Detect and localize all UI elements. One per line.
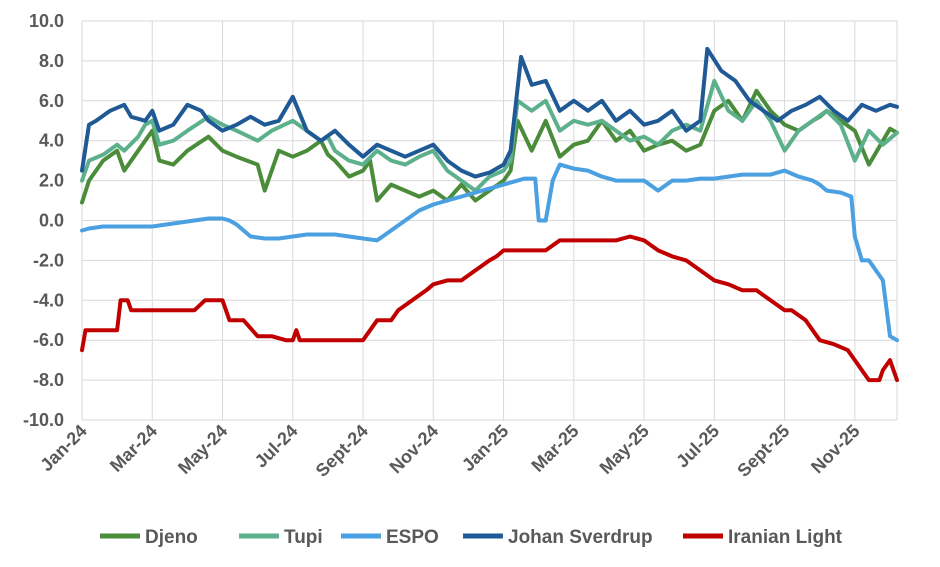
series-lines bbox=[80, 46, 899, 383]
x-tick-label: Mar-25 bbox=[527, 421, 582, 476]
y-tick-label: 10.0 bbox=[29, 11, 64, 31]
x-tick-label: May-25 bbox=[596, 421, 653, 478]
y-tick-label: 0.0 bbox=[39, 211, 64, 231]
x-tick-label: Nov-24 bbox=[386, 421, 443, 478]
legend-label: ESPO bbox=[386, 527, 439, 548]
x-tick-label: Sept-25 bbox=[733, 421, 793, 481]
x-tick-label: Nov-25 bbox=[807, 421, 864, 478]
x-tick-label: Jul-24 bbox=[251, 421, 302, 472]
series-line-espo bbox=[80, 162, 899, 343]
series-line-johan-sverdrup bbox=[80, 46, 899, 179]
legend-label: Iranian Light bbox=[728, 527, 843, 548]
legend-label: Tupi bbox=[284, 527, 323, 548]
x-tick-label: Jan-25 bbox=[458, 421, 512, 475]
y-tick-label: 2.0 bbox=[39, 171, 64, 191]
y-tick-label: -10.0 bbox=[23, 410, 64, 430]
x-tick-label: May-24 bbox=[174, 421, 231, 478]
legend-label: Johan Sverdrup bbox=[508, 527, 653, 548]
y-tick-label: -6.0 bbox=[33, 330, 64, 350]
x-axis-ticks: Jan-24 Mar-24 May-24 Jul-24 Sept-24 Nov-24 Jan… bbox=[36, 421, 863, 481]
y-tick-label: 4.0 bbox=[39, 131, 64, 151]
legend-label: Djeno bbox=[145, 527, 198, 548]
y-tick-label: 8.0 bbox=[39, 51, 64, 71]
legend: Djeno Tupi ESPO Johan Sverdrup Iranian Light bbox=[100, 527, 843, 548]
x-tick-label: Jul-25 bbox=[672, 421, 723, 472]
y-tick-label: -8.0 bbox=[33, 370, 64, 390]
series-line-iranian-light bbox=[80, 234, 899, 383]
x-tick-label: Mar-24 bbox=[106, 421, 161, 476]
x-tick-label: Sept-24 bbox=[312, 421, 372, 481]
y-tick-label: 6.0 bbox=[39, 91, 64, 111]
y-tick-label: -4.0 bbox=[33, 290, 64, 310]
y-tick-label: -2.0 bbox=[33, 250, 64, 270]
series-line-djeno bbox=[80, 88, 899, 205]
y-axis-ticks: 10.0 8.0 6.0 4.0 2.0 0.0 -2.0 -4.0 -6.0 -8.0 -10.0 bbox=[23, 11, 64, 430]
